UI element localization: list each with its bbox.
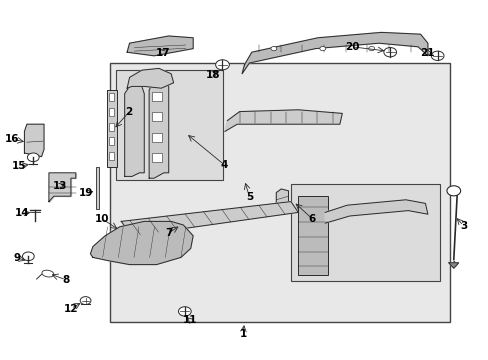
Bar — [116, 70, 223, 180]
Text: 3: 3 — [459, 221, 466, 231]
Text: 4: 4 — [220, 159, 227, 170]
Text: 7: 7 — [164, 228, 172, 238]
Text: 5: 5 — [245, 192, 252, 202]
Text: 15: 15 — [12, 161, 27, 171]
Bar — [151, 132, 162, 141]
Text: 13: 13 — [52, 181, 67, 191]
Circle shape — [22, 252, 34, 261]
Polygon shape — [276, 189, 288, 212]
Polygon shape — [127, 68, 173, 88]
Circle shape — [27, 153, 39, 162]
Circle shape — [178, 307, 191, 316]
Bar — [151, 112, 162, 121]
Text: 14: 14 — [15, 208, 29, 218]
Polygon shape — [90, 221, 193, 265]
Polygon shape — [325, 200, 427, 223]
Bar — [151, 153, 162, 162]
Bar — [108, 108, 114, 116]
Circle shape — [80, 297, 91, 305]
Circle shape — [368, 46, 374, 51]
Bar — [298, 196, 327, 275]
Polygon shape — [149, 76, 168, 178]
Bar — [108, 138, 114, 145]
Text: 2: 2 — [125, 107, 132, 117]
Polygon shape — [242, 32, 427, 74]
Polygon shape — [24, 124, 44, 157]
Text: 9: 9 — [14, 253, 20, 263]
Text: 21: 21 — [420, 48, 434, 58]
Text: 20: 20 — [344, 42, 359, 52]
Text: 12: 12 — [63, 303, 78, 314]
Circle shape — [446, 186, 460, 196]
Polygon shape — [121, 202, 298, 236]
Polygon shape — [224, 110, 342, 131]
Text: 10: 10 — [94, 213, 109, 224]
Text: 11: 11 — [182, 315, 197, 325]
Text: 17: 17 — [155, 48, 170, 58]
Circle shape — [215, 60, 229, 70]
Text: 8: 8 — [62, 275, 69, 285]
Bar — [108, 93, 114, 101]
Polygon shape — [448, 263, 458, 268]
Bar — [96, 167, 99, 209]
Bar — [108, 122, 114, 131]
Text: 1: 1 — [239, 329, 246, 339]
Text: 16: 16 — [5, 134, 20, 144]
Circle shape — [430, 51, 443, 60]
Polygon shape — [49, 173, 76, 202]
Text: 18: 18 — [205, 69, 220, 80]
Text: 19: 19 — [78, 188, 93, 198]
Bar — [290, 184, 439, 281]
Bar — [106, 90, 117, 167]
Polygon shape — [127, 36, 193, 56]
Bar — [110, 63, 449, 322]
Circle shape — [383, 48, 396, 57]
Circle shape — [270, 46, 276, 51]
Circle shape — [319, 46, 325, 51]
Bar — [108, 152, 114, 160]
Text: 6: 6 — [308, 213, 315, 224]
Polygon shape — [124, 81, 144, 176]
Bar — [151, 92, 162, 101]
